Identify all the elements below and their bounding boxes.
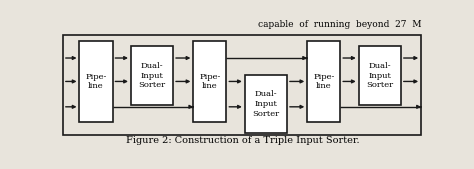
Text: Dual-
Input
Sorter: Dual- Input Sorter — [252, 90, 280, 118]
Bar — [307, 41, 340, 122]
Text: Figure 2: Construction of a Triple Input Sorter.: Figure 2: Construction of a Triple Input… — [126, 136, 360, 145]
Bar — [193, 41, 227, 122]
Bar — [245, 75, 287, 134]
Text: Pipe-
line: Pipe- line — [85, 73, 107, 90]
Bar — [359, 46, 401, 105]
Text: Pipe-
line: Pipe- line — [313, 73, 335, 90]
Text: Pipe-
line: Pipe- line — [199, 73, 220, 90]
Bar — [80, 41, 112, 122]
Text: capable  of  running  beyond  27  M: capable of running beyond 27 M — [257, 20, 421, 29]
Text: Dual-
Input
Sorter: Dual- Input Sorter — [366, 62, 393, 89]
Bar — [131, 46, 173, 105]
Text: Dual-
Input
Sorter: Dual- Input Sorter — [138, 62, 165, 89]
Bar — [63, 35, 421, 135]
